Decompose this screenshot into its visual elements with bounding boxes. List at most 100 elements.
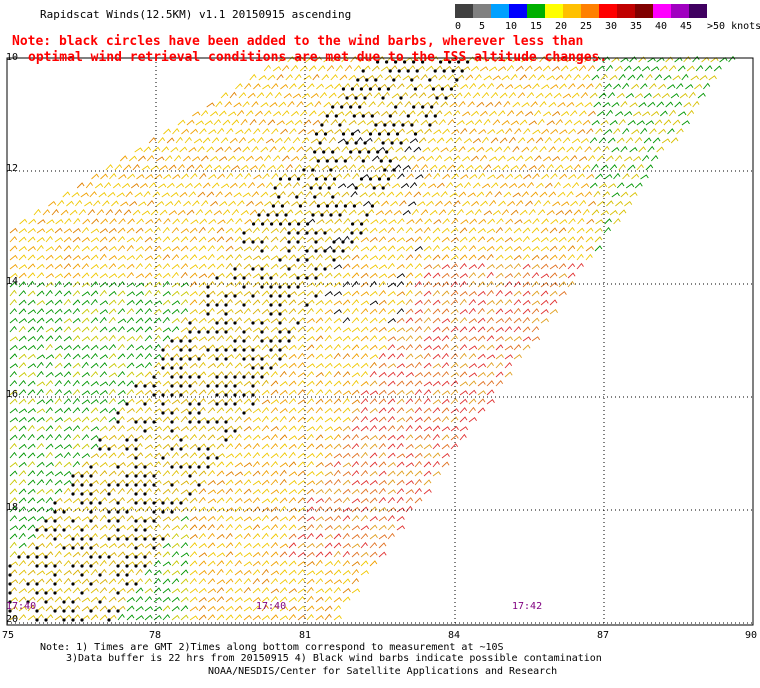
- wind-barb: [243, 586, 251, 594]
- wind-barb: [36, 533, 45, 540]
- contamination-circle: [224, 357, 228, 361]
- wind-barb: [297, 380, 306, 387]
- wind-barb: [306, 453, 315, 459]
- wind-barb: [234, 569, 243, 576]
- wind-barb: [386, 146, 394, 153]
- wind-barb: [117, 407, 126, 414]
- wind-barb: [225, 344, 234, 351]
- wind-barb: [211, 182, 220, 189]
- wind-barb: [323, 101, 332, 108]
- wind-barb: [658, 128, 667, 135]
- wind-barb: [622, 82, 630, 90]
- wind-barb: [279, 443, 288, 450]
- wind-barb: [108, 498, 117, 504]
- contamination-circle: [377, 132, 382, 136]
- wind-barb: [426, 200, 434, 207]
- wind-barb: [381, 200, 389, 207]
- wind-barb: [63, 498, 72, 504]
- wind-barb: [342, 550, 350, 558]
- wind-barb: [198, 263, 207, 270]
- wind-barb: [279, 316, 287, 324]
- wind-barb: [144, 236, 153, 243]
- wind-barb: [654, 74, 663, 81]
- wind-barb: [243, 380, 252, 387]
- wind-barb: [72, 335, 81, 342]
- wind-barb: [414, 497, 423, 504]
- wind-barb: [238, 182, 247, 189]
- wind-barb: [243, 488, 252, 495]
- wind-barb: [386, 191, 395, 198]
- wind-barb: [225, 361, 233, 369]
- wind-barb: [157, 136, 166, 144]
- wind-barb: [378, 307, 386, 315]
- wind-barb: [310, 182, 319, 189]
- wind-barb: [333, 542, 342, 549]
- wind-barb: [207, 272, 216, 279]
- wind-barb: [63, 570, 72, 576]
- contamination-circle: [260, 249, 264, 253]
- contamination-circle: [215, 321, 219, 325]
- wind-barb: [189, 542, 198, 549]
- wind-barb: [324, 587, 333, 594]
- wind-barb: [402, 75, 411, 81]
- wind-barb: [135, 291, 144, 297]
- wind-barb: [153, 614, 162, 621]
- wind-barb: [357, 75, 366, 81]
- wind-barb: [306, 282, 316, 288]
- wind-barb: [153, 370, 161, 378]
- wind-barb: [54, 515, 63, 522]
- wind-barb: [225, 317, 234, 324]
- wind-barb: [360, 335, 369, 342]
- wind-barb: [153, 569, 162, 576]
- wind-barb: [315, 363, 324, 369]
- wind-barb: [360, 551, 369, 558]
- wind-barb: [640, 83, 648, 90]
- wind-barb: [524, 65, 533, 72]
- wind-barb: [108, 299, 117, 306]
- wind-barb: [18, 272, 27, 279]
- wind-barb: [499, 137, 508, 144]
- wind-barb: [468, 389, 477, 396]
- wind-barb: [478, 128, 487, 135]
- wind-barb: [229, 91, 237, 99]
- wind-barb: [45, 488, 54, 495]
- wind-barb: [330, 119, 338, 126]
- wind-barb: [135, 442, 143, 450]
- wind-barb: [683, 56, 691, 63]
- wind-barb: [342, 390, 352, 396]
- wind-barb: [54, 308, 63, 315]
- wind-barb: [45, 596, 54, 603]
- contamination-circle: [345, 141, 349, 145]
- wind-barb: [135, 506, 144, 513]
- contamination-circle: [349, 150, 353, 154]
- footer-note-1: Note: 1) Times are GMT 2)Times along bot…: [40, 642, 504, 653]
- contamination-circle: [278, 285, 282, 289]
- contamination-circle: [323, 267, 327, 271]
- contamination-circle: [98, 555, 102, 559]
- wind-barb: [604, 83, 612, 90]
- wind-barb: [477, 326, 486, 333]
- wind-barb: [450, 416, 459, 423]
- wind-barb: [243, 272, 252, 279]
- wind-barb: [504, 336, 513, 342]
- contamination-circle: [224, 429, 228, 433]
- wind-barb: [45, 462, 54, 468]
- wind-barb: [143, 146, 152, 153]
- contamination-circle: [399, 141, 403, 145]
- wind-barb: [135, 587, 144, 594]
- contamination-circle: [314, 276, 318, 280]
- wind-barb: [508, 183, 518, 189]
- contamination-circle: [152, 519, 156, 523]
- wind-barb: [593, 101, 602, 108]
- lat-label-16: 16: [6, 389, 19, 400]
- wind-barb: [576, 235, 584, 243]
- wind-barb: [528, 165, 537, 171]
- contamination-circle: [188, 465, 192, 469]
- wind-barb: [360, 344, 369, 351]
- wind-barb: [36, 516, 45, 522]
- wind-barb: [261, 344, 270, 351]
- wind-barb: [189, 569, 198, 576]
- wind-barb: [117, 434, 126, 441]
- wind-barb: [36, 596, 45, 603]
- wind-barb: [27, 516, 36, 522]
